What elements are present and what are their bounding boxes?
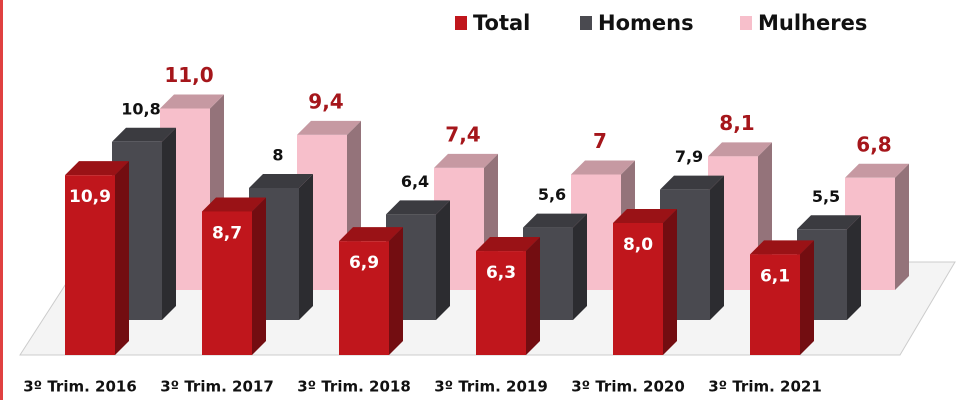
legend-label: Total xyxy=(473,11,530,35)
bar-top xyxy=(297,120,361,135)
value-label: 8,7 xyxy=(212,223,242,243)
bar-top xyxy=(571,160,635,175)
bar-top xyxy=(660,175,724,190)
value-label: 8 xyxy=(272,146,283,165)
bar-top xyxy=(523,213,587,228)
value-label: 6,3 xyxy=(486,263,516,283)
bar-side xyxy=(115,161,129,355)
value-label: 7 xyxy=(593,129,607,153)
bar-top xyxy=(750,240,814,255)
bar-side xyxy=(389,227,403,355)
bar-side xyxy=(800,240,814,355)
x-tick-label: 3º Trim. 2018 xyxy=(297,378,411,396)
legend-label: Mulheres xyxy=(758,11,867,35)
bar-top xyxy=(708,142,772,157)
bar-side xyxy=(895,163,909,290)
bar-top xyxy=(434,153,498,168)
value-label: 6,1 xyxy=(760,266,790,286)
edge xyxy=(0,0,3,400)
value-label: 11,0 xyxy=(164,63,213,87)
legend-label: Homens xyxy=(598,11,694,35)
bar-top xyxy=(339,227,403,242)
value-label: 10,9 xyxy=(69,187,111,207)
bar-top xyxy=(613,209,677,223)
bar xyxy=(339,241,389,355)
bar-top xyxy=(202,197,266,212)
value-label: 8,0 xyxy=(623,235,653,255)
bar xyxy=(202,211,252,355)
value-label: 7,9 xyxy=(675,147,703,166)
bar-side xyxy=(663,209,677,355)
bar-group xyxy=(202,197,266,355)
value-label: 9,4 xyxy=(308,89,343,113)
x-tick-label: 3º Trim. 2016 xyxy=(23,378,137,396)
value-label: 5,6 xyxy=(538,185,566,204)
bar-side xyxy=(162,127,176,320)
bar-group xyxy=(797,215,861,320)
bar-top xyxy=(160,94,224,109)
bar-group xyxy=(750,240,814,355)
value-label: 6,9 xyxy=(349,253,379,273)
x-tick-label: 3º Trim. 2020 xyxy=(571,378,685,396)
x-tick-label: 3º Trim. 2017 xyxy=(160,378,274,396)
bar xyxy=(613,223,663,355)
value-label: 7,4 xyxy=(445,122,480,146)
bar-top xyxy=(476,237,540,252)
bar-top xyxy=(249,174,313,188)
legend-swatch xyxy=(580,16,592,30)
bar-group xyxy=(65,161,129,355)
bar-side xyxy=(573,213,587,320)
bar-group xyxy=(476,237,540,355)
value-label: 10,8 xyxy=(121,99,160,118)
bar-side xyxy=(436,200,450,320)
bar-top xyxy=(797,215,861,230)
value-label: 8,1 xyxy=(719,111,754,135)
bar-top xyxy=(112,127,176,142)
bar-top xyxy=(845,163,909,178)
bar-side xyxy=(299,174,313,320)
bar-group xyxy=(613,209,677,355)
bar-top xyxy=(65,161,129,176)
bar-side xyxy=(252,197,266,355)
value-label: 6,4 xyxy=(401,172,429,191)
bar-side xyxy=(710,175,724,320)
bar xyxy=(65,175,115,355)
bar xyxy=(476,251,526,355)
legend-swatch xyxy=(455,16,467,30)
bar xyxy=(750,254,800,355)
bar-side xyxy=(847,215,861,320)
bar-group xyxy=(339,227,403,355)
bar-top xyxy=(386,200,450,215)
legend-swatch xyxy=(740,16,752,30)
x-tick-label: 3º Trim. 2021 xyxy=(708,378,822,396)
bar-side xyxy=(526,237,540,355)
value-label: 6,8 xyxy=(856,132,891,156)
value-label: 5,5 xyxy=(812,187,840,206)
x-tick-label: 3º Trim. 2019 xyxy=(434,378,548,396)
